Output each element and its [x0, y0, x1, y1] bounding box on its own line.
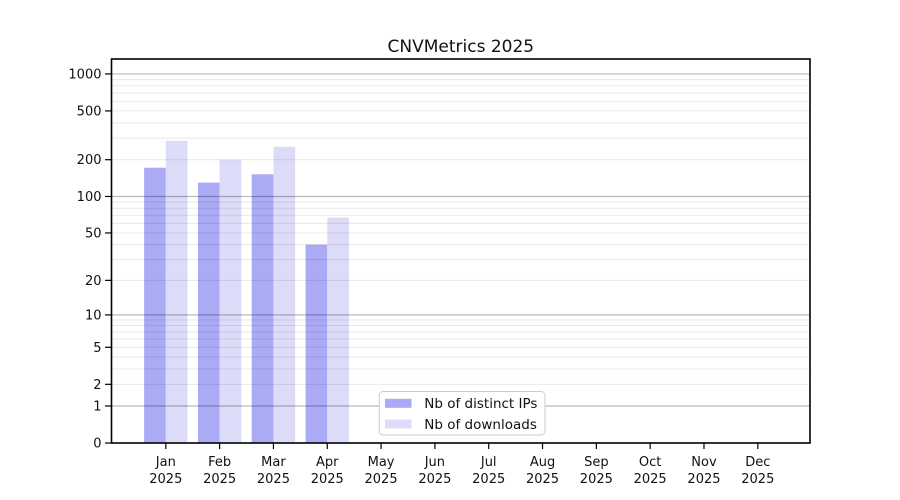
x-tick-label-year: 2025	[741, 472, 774, 487]
x-tick-label-month: Sep	[584, 455, 609, 470]
bar-mar-distinct-ips	[251, 174, 274, 443]
plot-border	[110, 58, 811, 444]
x-tick-label-year: 2025	[418, 472, 451, 487]
legend-swatch-downloads	[385, 419, 412, 429]
x-tick-label-month: Jun	[424, 455, 445, 470]
x-tick-label-month: Oct	[639, 455, 661, 470]
x-tick-label-year: 2025	[580, 472, 613, 487]
y-tick-label: 100	[77, 190, 102, 205]
legend: Nb of distinct IPs Nb of downloads	[378, 391, 546, 436]
x-tick-label-month: Jan	[155, 455, 176, 470]
bar-mar-downloads	[273, 146, 296, 443]
x-tick-label-month: Aug	[530, 455, 555, 470]
x-tick-label-month: Jul	[480, 455, 497, 470]
x-tick-label-year: 2025	[311, 472, 344, 487]
y-tick-label: 0	[93, 437, 101, 452]
legend-box	[378, 391, 546, 436]
x-tick-label-year: 2025	[149, 472, 182, 487]
x-tick-label-year: 2025	[634, 472, 667, 487]
x-tick-label-year: 2025	[203, 472, 236, 487]
legend-swatch-distinct-ips	[385, 398, 412, 408]
y-tick-label: 500	[77, 104, 102, 119]
x-tick-label-month: Apr	[316, 455, 339, 470]
bar-apr-distinct-ips	[305, 244, 328, 443]
y-tick-label: 2	[93, 378, 101, 393]
x-tick-label-month: May	[368, 455, 395, 470]
x-tick-label-year: 2025	[687, 472, 720, 487]
legend-label-distinct-ips: Nb of distinct IPs	[424, 396, 537, 412]
axes-layer: 0 1 2 5 10 20 50 100 200 500 1000 Jan 2025 Feb 2025 Mar…	[68, 58, 811, 487]
y-tick-label: 20	[85, 274, 102, 289]
bar-jan-downloads	[165, 140, 188, 443]
bar-feb-downloads	[219, 159, 242, 443]
y-tick-label: 200	[77, 153, 102, 168]
y-tick-label: 50	[85, 226, 102, 241]
x-tick-label-year: 2025	[365, 472, 398, 487]
x-tick-label-month: Dec	[745, 455, 770, 470]
bar-apr-downloads	[327, 217, 349, 443]
y-tick-label: 1	[93, 399, 101, 414]
chart-title: CNVMetrics 2025	[388, 37, 535, 57]
y-tick-label: 10	[85, 308, 102, 323]
legend-label-downloads: Nb of downloads	[424, 417, 537, 433]
x-tick-label-year: 2025	[257, 472, 290, 487]
bars-layer	[144, 140, 349, 444]
grid-layer	[111, 73, 810, 407]
bar-jan-distinct-ips	[144, 167, 166, 443]
x-tick-label-year: 2025	[472, 472, 505, 487]
x-tick-label-year: 2025	[526, 472, 559, 487]
y-tick-label: 5	[93, 341, 101, 356]
bar-feb-distinct-ips	[197, 182, 220, 444]
x-tick-label-month: Nov	[691, 455, 717, 470]
x-tick-label-month: Mar	[261, 455, 286, 470]
x-tick-label-month: Feb	[208, 455, 231, 470]
y-tick-label: 1000	[68, 67, 101, 82]
